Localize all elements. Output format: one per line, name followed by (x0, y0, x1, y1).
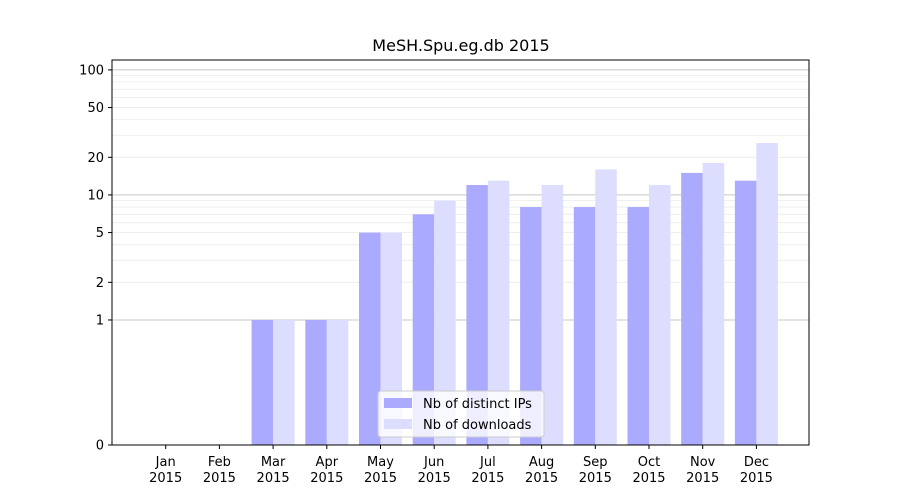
bars (251, 143, 778, 445)
bar-downloads (487, 180, 510, 445)
legend-box (377, 390, 545, 438)
legend-swatch (384, 419, 412, 429)
x-tick-label-year: 2015 (418, 471, 451, 486)
x-tick-label-month: Sep (583, 455, 608, 470)
y-tick-label: 0 (96, 439, 104, 454)
bar-downloads (273, 319, 295, 445)
bar-downloads (649, 185, 671, 445)
bar-distinct-ips (627, 207, 649, 445)
bar-distinct-ips (573, 207, 596, 445)
y-tick-label: 2 (96, 276, 104, 291)
x-tick-label-year: 2015 (740, 471, 773, 486)
x-tick-label-month: Aug (529, 455, 554, 470)
x-tick-label-year: 2015 (525, 471, 558, 486)
y-tick-label: 1 (96, 313, 104, 328)
x-tick-label-year: 2015 (686, 471, 719, 486)
x-tick-label-month: May (367, 455, 394, 470)
bar-distinct-ips (305, 319, 327, 445)
bar-downloads (434, 200, 456, 445)
x-tick-label-month: Jan (155, 455, 176, 470)
y-tick-label: 100 (79, 63, 104, 78)
x-tick-label-month: Oct (638, 455, 660, 470)
x-tick-label-month: Apr (316, 455, 339, 470)
x-tick-label-year: 2015 (310, 471, 343, 486)
bar-downloads (541, 185, 564, 445)
x-tick-label-year: 2015 (149, 471, 182, 486)
y-tick-label: 5 (96, 226, 104, 241)
x-axis: Jan2015Feb2015Mar2015Apr2015May2015Jun20… (149, 445, 773, 486)
bar-distinct-ips (359, 232, 381, 445)
x-tick-label-month: Mar (261, 455, 286, 470)
y-axis: 0 1 2 5 10 20 50 100 (79, 63, 112, 454)
bar-downloads (756, 143, 778, 445)
x-tick-label-year: 2015 (471, 471, 504, 486)
x-tick-label-year: 2015 (203, 471, 236, 486)
legend-label: Nb of distinct IPs (423, 397, 532, 412)
plot-area-frame (111, 59, 810, 446)
chart-title: MeSH.Spu.eg.db 2015 (372, 36, 549, 55)
bar-distinct-ips (734, 180, 757, 445)
bar-distinct-ips (251, 319, 274, 445)
x-tick-label-month: Jul (479, 455, 496, 470)
x-tick-label-year: 2015 (257, 471, 290, 486)
x-tick-label-month: Nov (690, 455, 716, 470)
x-tick-label-month: Jun (423, 455, 444, 470)
legend: Nb of distinct IPs Nb of downloads (377, 390, 545, 438)
legend-swatch (384, 398, 412, 408)
bar-distinct-ips (412, 214, 435, 445)
legend-label: Nb of downloads (423, 418, 532, 433)
bar-distinct-ips (520, 207, 542, 445)
x-tick-label-month: Feb (208, 455, 231, 470)
x-tick-label-year: 2015 (632, 471, 665, 486)
x-tick-label-month: Dec (744, 455, 769, 470)
bar-downloads (326, 319, 349, 445)
x-tick-label-year: 2015 (364, 471, 397, 486)
x-tick-label-year: 2015 (579, 471, 612, 486)
bar-downloads (595, 169, 617, 445)
bar-distinct-ips (466, 185, 488, 445)
grid-lines (112, 69, 809, 321)
y-tick-label: 10 (87, 188, 104, 203)
bar-downloads (702, 163, 725, 445)
y-tick-label: 50 (87, 101, 104, 116)
y-tick-label: 20 (87, 151, 104, 166)
bar-distinct-ips (681, 172, 703, 445)
